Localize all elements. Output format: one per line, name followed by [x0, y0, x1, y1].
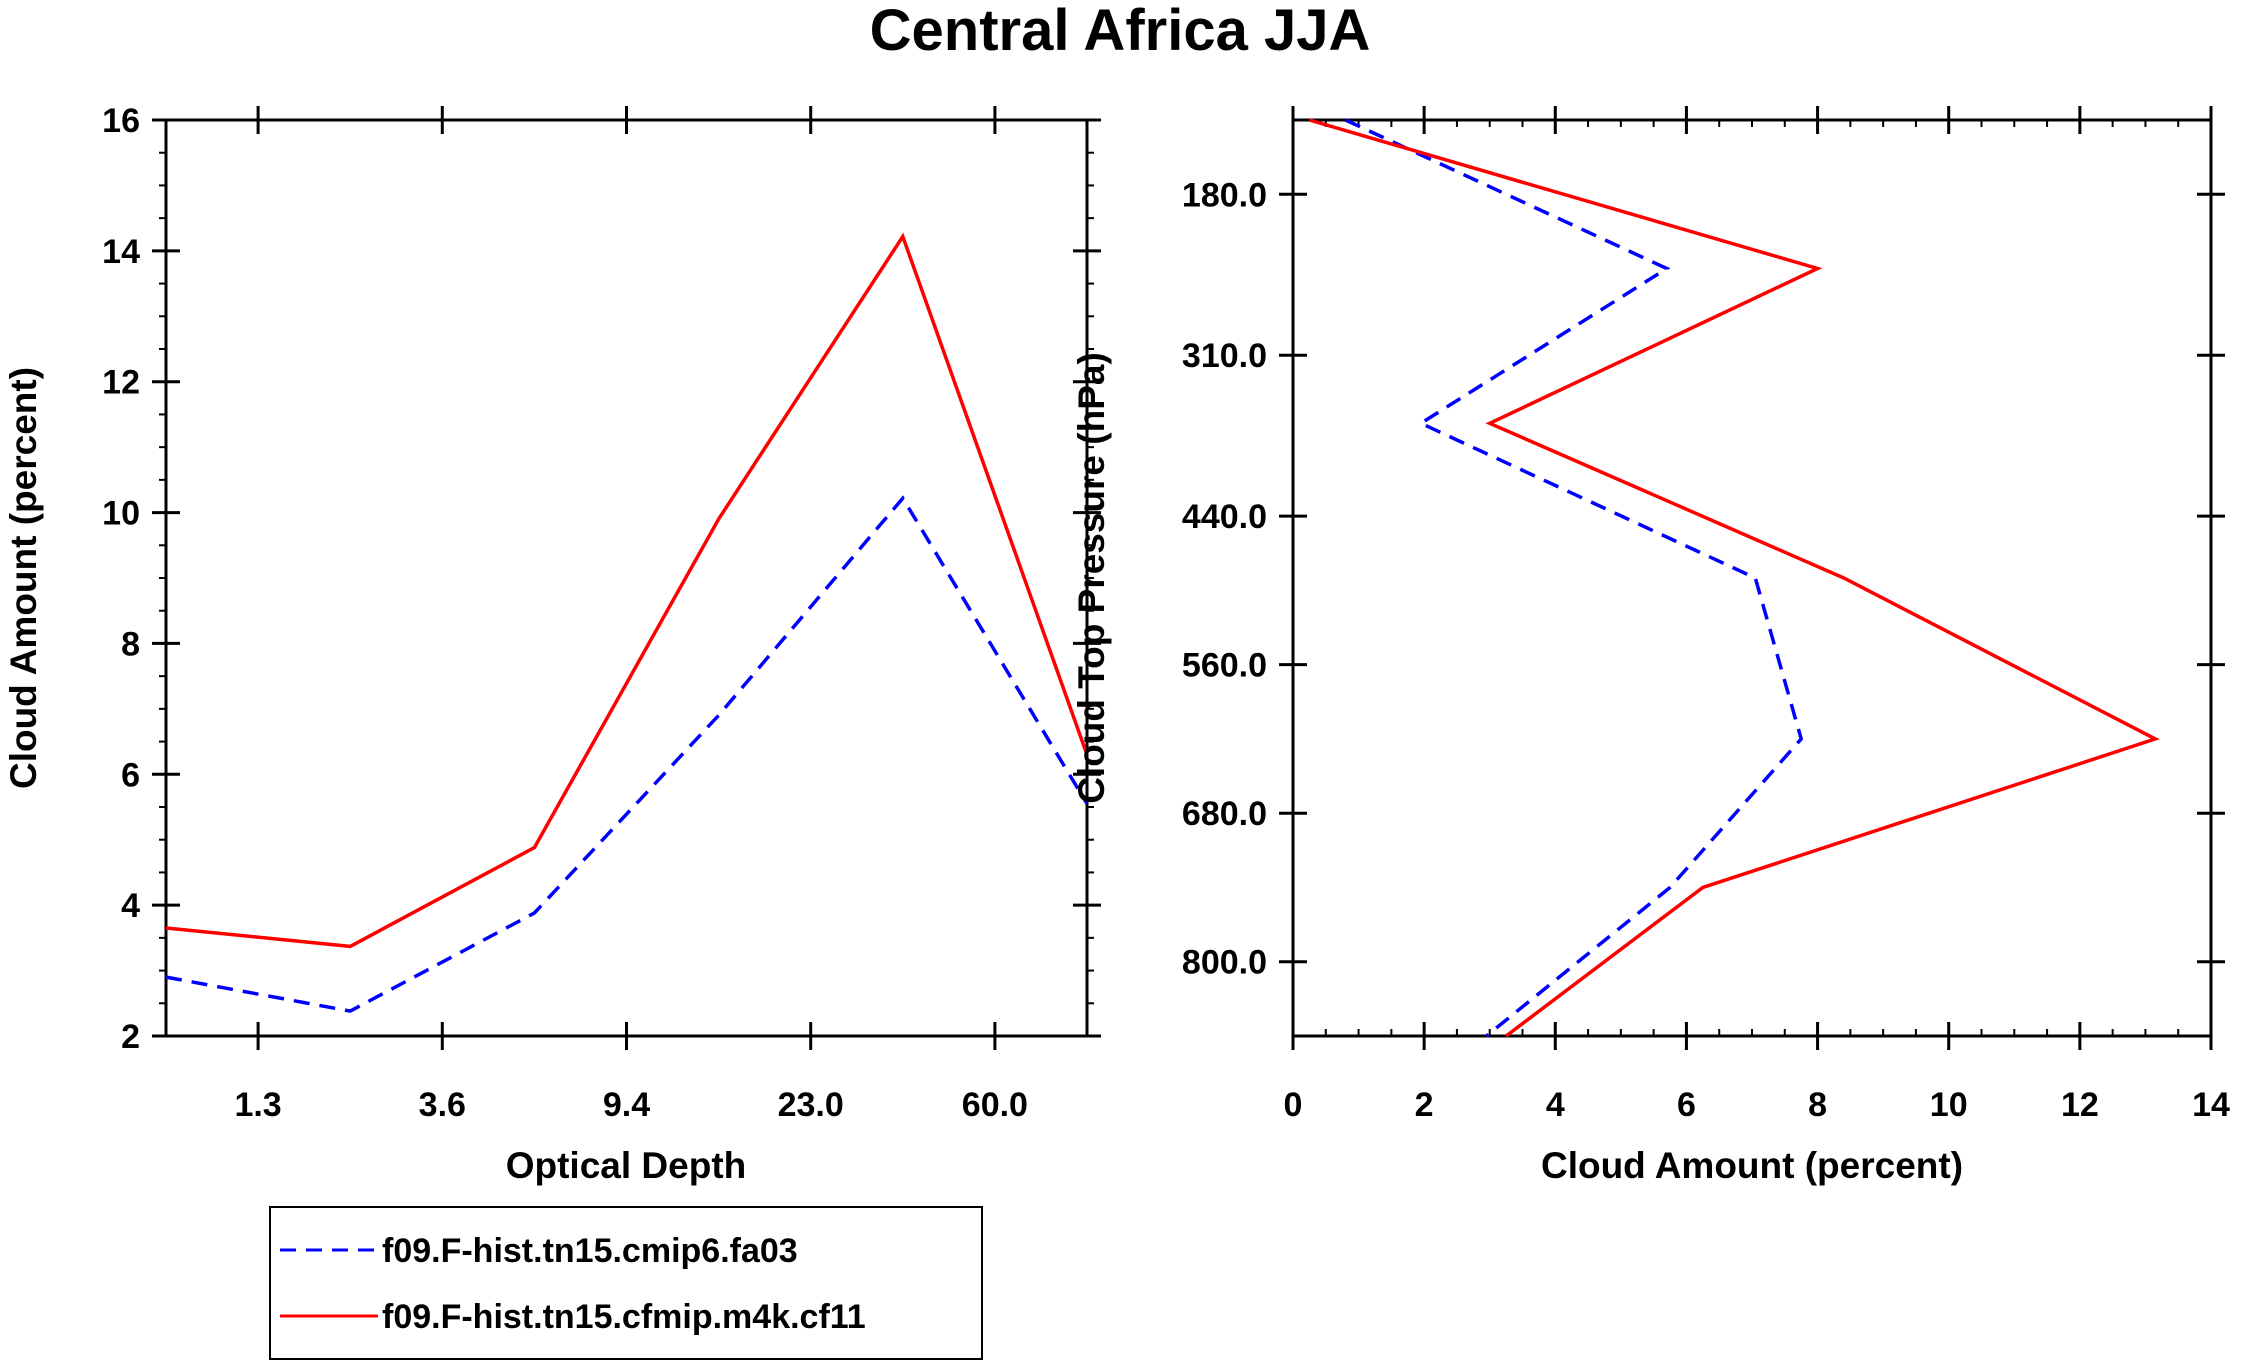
right-y-tick-label: 180.0 [1182, 176, 1267, 214]
left-series-line-cf11 [165, 232, 1089, 949]
right-x-tick-label: 2 [1415, 1086, 1434, 1124]
right-y-tick-label: 310.0 [1182, 337, 1267, 375]
right-x-tick-label: 12 [2061, 1086, 2099, 1124]
left-y-tick-label: 4 [121, 887, 140, 925]
right-x-tick-label: 4 [1546, 1086, 1565, 1124]
left-y-tick-label: 12 [102, 364, 140, 402]
right-series-line-cf11 [1308, 118, 2160, 1038]
legend: f09.F-hist.tn15.cmip6.fa03 f09.F-hist.tn… [269, 1206, 983, 1360]
right-series-line-fa03 [1344, 118, 1804, 1038]
right-x-tick-label: 8 [1808, 1086, 1827, 1124]
right-x-tick-label: 10 [1930, 1086, 1968, 1124]
left-plot-frame [164, 118, 1089, 1038]
left-y-axis-label: Cloud Amount (percent) [3, 367, 44, 789]
chart-title: Central Africa JJA [870, 0, 1371, 63]
left-y-tick-label: 8 [121, 625, 140, 663]
right-panel-pressure: 0 2 4 6 8 10 12 14 180.0 310.0 440.0 560.0 680.0 800.… [1071, 106, 2230, 1186]
right-plot-frame [1291, 118, 2213, 1038]
legend-label-fa03: f09.F-hist.tn15.cmip6.fa03 [382, 1232, 798, 1270]
left-y-tick-label: 10 [102, 495, 140, 533]
left-x-tick-label: 9.4 [603, 1086, 650, 1124]
right-ticks: 0 2 4 6 8 10 12 14 180.0 310.0 440.0 560.0 680.0 800.… [1182, 106, 2230, 1124]
left-x-tick-label: 3.6 [419, 1086, 466, 1124]
right-x-axis-label: Cloud Amount (percent) [1541, 1145, 1963, 1186]
left-series-line-fa03 [165, 495, 1089, 1013]
right-x-tick-label: 0 [1284, 1086, 1303, 1124]
legend-label-cf11: f09.F-hist.tn15.cfmip.m4k.cf11 [382, 1298, 866, 1336]
left-x-tick-label: 1.3 [234, 1086, 281, 1124]
left-y-tick-label: 2 [121, 1018, 140, 1056]
legend-box [269, 1206, 983, 1360]
left-y-tick-label: 6 [121, 756, 140, 794]
right-series [1308, 118, 2160, 1038]
right-y-tick-label: 560.0 [1182, 647, 1267, 685]
right-y-axis-label: Cloud Top Pressure (hPa) [1071, 352, 1112, 804]
right-y-tick-label: 800.0 [1182, 944, 1267, 982]
left-panel-optical-depth: 2 4 6 8 10 12 14 16 1.3 3.6 9.4 23.0 60.0 Optical De… [3, 102, 1101, 1186]
left-y-tick-label: 14 [102, 233, 140, 271]
right-x-tick-label: 14 [2192, 1086, 2230, 1124]
left-x-tick-label: 60.0 [962, 1086, 1028, 1124]
left-x-tick-label: 23.0 [778, 1086, 844, 1124]
right-y-tick-label: 440.0 [1182, 498, 1267, 536]
left-series [165, 232, 1089, 1013]
right-y-tick-label: 680.0 [1182, 795, 1267, 833]
right-x-tick-label: 6 [1677, 1086, 1696, 1124]
left-ticks: 2 4 6 8 10 12 14 16 1.3 3.6 9.4 23.0 60.0 [102, 102, 1101, 1124]
left-x-axis-label: Optical Depth [506, 1145, 747, 1186]
left-y-tick-label: 16 [102, 102, 140, 140]
